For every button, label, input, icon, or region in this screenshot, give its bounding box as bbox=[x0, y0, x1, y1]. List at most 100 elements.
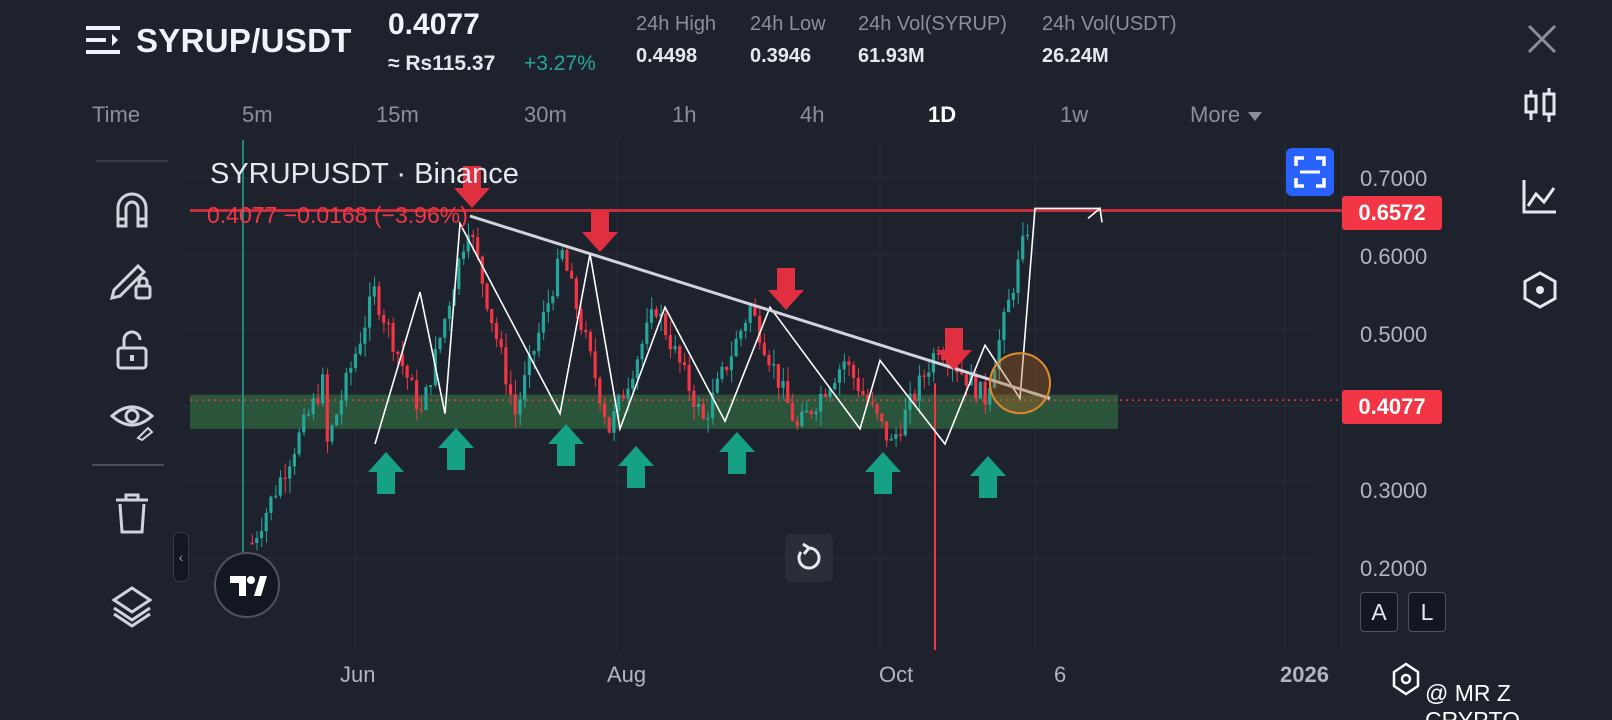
log-scale-button[interactable]: L bbox=[1408, 592, 1446, 632]
pair-title[interactable]: SYRUP/USDT bbox=[136, 22, 352, 59]
candle-body bbox=[1007, 299, 1011, 313]
candle-body bbox=[532, 351, 536, 355]
fullscreen-icon bbox=[1294, 156, 1326, 188]
candle-body bbox=[978, 381, 983, 399]
candle-body bbox=[851, 364, 856, 378]
tab-1w[interactable]: 1w bbox=[1060, 102, 1089, 127]
sell-arrow bbox=[582, 210, 618, 252]
buy-arrow bbox=[438, 428, 474, 470]
author-watermark: @ MR Z CRYPTO bbox=[1425, 680, 1521, 720]
candle-body bbox=[640, 343, 644, 360]
candle-body bbox=[617, 395, 621, 412]
auto-scale-button[interactable]: A bbox=[1360, 592, 1398, 632]
y-tick-label: 0.2000 bbox=[1360, 556, 1428, 581]
tab-1h[interactable]: 1h bbox=[672, 102, 697, 127]
candle-body bbox=[565, 249, 569, 271]
candle-body bbox=[269, 496, 273, 513]
candle-body bbox=[927, 372, 931, 377]
tradingview-logo[interactable] bbox=[214, 552, 280, 618]
candle-body bbox=[523, 375, 527, 400]
pencil-lock-icon[interactable] bbox=[108, 254, 156, 302]
candle-body bbox=[602, 403, 607, 418]
buy-arrow bbox=[368, 452, 404, 494]
y-tick-label: 0.3000 bbox=[1360, 478, 1428, 503]
candle-body bbox=[598, 378, 602, 404]
ohlc-readout: 0.4077 −0.0168 (−3.96%) bbox=[207, 202, 468, 228]
tab-1d[interactable]: 1D bbox=[928, 102, 957, 127]
candles-icon[interactable] bbox=[1520, 86, 1560, 126]
candle-body bbox=[485, 283, 489, 310]
tab-more[interactable]: More bbox=[1190, 102, 1263, 128]
reset-icon bbox=[797, 542, 821, 570]
candle-body bbox=[1025, 234, 1029, 237]
candle-body bbox=[1002, 312, 1006, 340]
stat-high-value: 0.4498 bbox=[636, 45, 698, 67]
candle-body bbox=[753, 305, 757, 316]
x-tick-label: Oct bbox=[879, 662, 914, 687]
candle-body bbox=[781, 381, 785, 388]
candle-body bbox=[748, 305, 752, 323]
fullscreen-button[interactable] bbox=[1286, 148, 1334, 196]
candle-body bbox=[631, 378, 635, 389]
magnet-icon[interactable] bbox=[108, 186, 156, 234]
candle-body bbox=[250, 542, 254, 545]
candle-body bbox=[518, 399, 522, 415]
trash-icon[interactable] bbox=[108, 490, 156, 538]
candle-body bbox=[288, 466, 292, 479]
candle-body bbox=[649, 309, 654, 323]
candle-body bbox=[508, 384, 513, 395]
candle-body bbox=[292, 454, 296, 467]
tab-15m[interactable]: 15m bbox=[376, 102, 419, 127]
candle-body bbox=[339, 400, 343, 415]
tab-30m[interactable]: 30m bbox=[524, 102, 567, 127]
buy-arrow bbox=[719, 432, 755, 474]
candle-body bbox=[922, 375, 926, 377]
candle-body bbox=[419, 409, 423, 411]
candle-body bbox=[273, 495, 278, 498]
collapse-toolbar-button[interactable]: ‹ bbox=[173, 532, 189, 582]
indicator-chart-icon[interactable] bbox=[1520, 176, 1560, 216]
candle-body bbox=[706, 417, 710, 420]
close-icon[interactable] bbox=[1525, 22, 1559, 56]
last-price: 0.4077 bbox=[388, 8, 480, 41]
candle-body bbox=[527, 354, 531, 376]
candle-body bbox=[443, 318, 447, 338]
candle-body bbox=[476, 237, 480, 257]
candle-body bbox=[490, 309, 494, 324]
stat-high-label: 24h High bbox=[636, 13, 717, 35]
unlock-icon[interactable] bbox=[108, 326, 156, 374]
menu-icon[interactable] bbox=[86, 24, 120, 56]
candle-body bbox=[917, 375, 921, 401]
candle-body bbox=[767, 354, 771, 366]
candle-body bbox=[880, 413, 884, 422]
tab-time[interactable]: Time bbox=[92, 102, 141, 127]
tab-4h[interactable]: 4h bbox=[800, 102, 825, 127]
eye-icon[interactable] bbox=[108, 394, 156, 442]
candle-body bbox=[720, 366, 724, 379]
reset-chart-button[interactable] bbox=[785, 534, 833, 582]
tab-5m[interactable]: 5m bbox=[242, 102, 273, 127]
stat-vol-quote-value: 26.24M bbox=[1042, 45, 1109, 67]
candle-body bbox=[494, 323, 499, 339]
candle-body bbox=[325, 374, 329, 442]
x-tick-label: Aug bbox=[607, 662, 647, 687]
candle-body bbox=[866, 394, 870, 403]
hexagon-settings-icon[interactable] bbox=[1520, 270, 1560, 310]
candle-body bbox=[635, 359, 639, 379]
candle-body bbox=[800, 411, 804, 426]
candle-body bbox=[682, 362, 686, 366]
candle-body bbox=[861, 391, 865, 395]
candle-body bbox=[1021, 235, 1025, 260]
candle-body bbox=[645, 322, 649, 344]
candle-body bbox=[659, 313, 663, 317]
candle-body bbox=[574, 278, 578, 309]
candle-body bbox=[377, 286, 381, 316]
candle-body bbox=[790, 402, 795, 421]
candle-body bbox=[471, 234, 475, 238]
stat-low-value: 0.3946 bbox=[750, 45, 812, 67]
layers-icon[interactable] bbox=[108, 582, 156, 630]
candle-body bbox=[804, 410, 809, 413]
drawing-toolbar bbox=[80, 140, 184, 660]
candle-body bbox=[729, 356, 733, 371]
